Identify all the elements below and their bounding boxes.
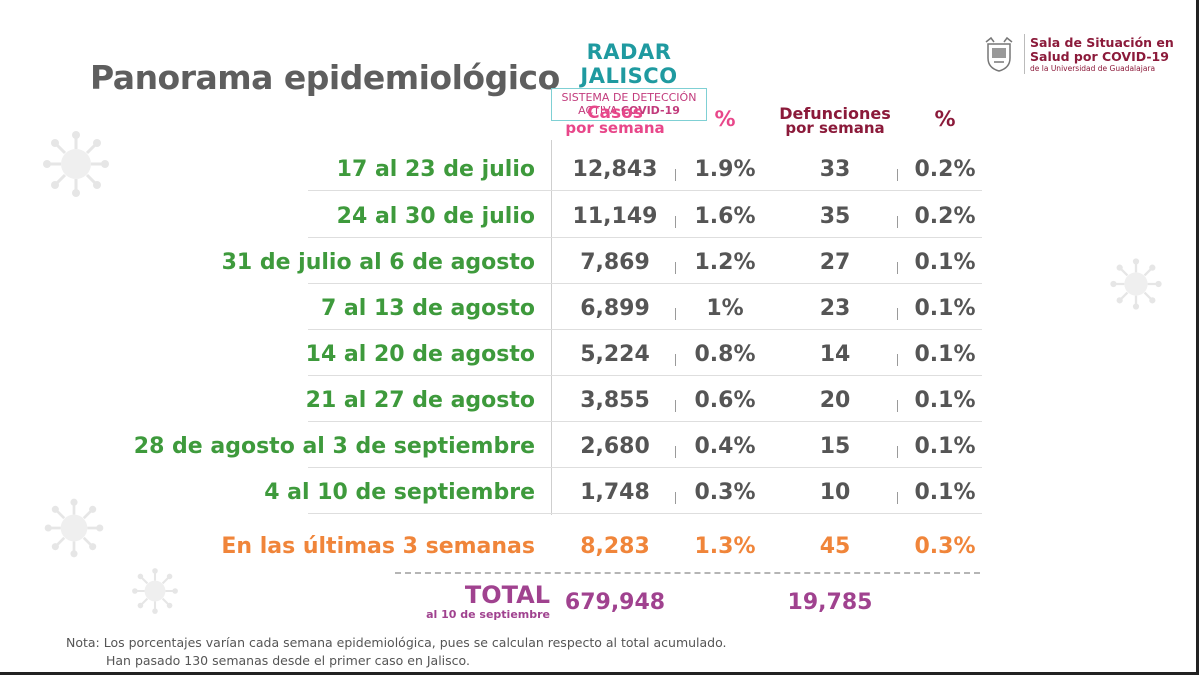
page-title: Panorama epidemiológico — [90, 58, 560, 97]
radar-subtitle-line2: ACTIVA COVID-19 — [578, 104, 680, 117]
table-row: 14 al 20 de agosto 5,224 0.8% 14 0.1% — [0, 330, 1200, 376]
university-seal-icon — [985, 36, 1013, 72]
logo-separator — [1024, 34, 1025, 74]
column-divider — [551, 140, 552, 515]
logo-line3: de la Universidad de Guadalajara — [1030, 64, 1156, 73]
radar-subtitle-line1: SISTEMA DE DETECCIÓN — [561, 91, 697, 104]
radar-jalisco-logo: RADAR JALISCO SISTEMA DE DETECCIÓN ACTIV… — [537, 40, 721, 121]
total-label: TOTAL al 10 de septiembre — [426, 581, 550, 621]
logo-line1: Sala de Situación en — [1030, 35, 1174, 50]
table-row: 17 al 23 de julio 12,843 1.9% 33 0.2% — [0, 145, 1200, 191]
table-row: 21 al 27 de agosto 3,855 0.6% 20 0.1% — [0, 376, 1200, 422]
total-defunciones: 19,785 — [787, 590, 873, 615]
table-row: 31 de julio al 6 de agosto 7,869 1.2% 27 … — [0, 238, 1200, 284]
logo-line2: Salud por COVID-19 — [1030, 49, 1169, 64]
virus-icon — [43, 131, 109, 197]
virus-icon — [44, 498, 104, 558]
header-pct-casos: % — [714, 107, 736, 131]
header-pct-defunciones: % — [934, 107, 956, 131]
header-defunciones: Defunciones por semana — [779, 104, 891, 137]
table-row: 7 al 13 de agosto 6,899 1% 23 0.1% — [0, 284, 1200, 330]
virus-icon — [132, 568, 178, 614]
udg-logo: Sala de Situación en Salud por COVID-19 … — [978, 32, 1178, 76]
summary-row: En las últimas 3 semanas 8,283 1.3% 45 0… — [221, 534, 976, 559]
footnote: Nota: Los porcentajes varían cada semana… — [66, 635, 727, 668]
table-row: 24 al 30 de julio 11,149 1.6% 35 0.2% — [0, 192, 1200, 238]
total-casos: 679,948 — [564, 590, 666, 615]
table-row: 28 de agosto al 3 de septiembre 2,680 0.4… — [0, 422, 1200, 468]
table-row: 4 al 10 de septiembre 1,748 0.3% 10 0.1% — [0, 468, 1200, 514]
header-casos: Casos por semana — [565, 103, 665, 137]
dashed-divider — [395, 572, 980, 574]
radar-subtitle-box: SISTEMA DE DETECCIÓN ACTIVA COVID-19 — [551, 88, 707, 121]
virus-icon — [1110, 258, 1162, 310]
radar-name: RADAR JALISCO — [580, 40, 678, 88]
